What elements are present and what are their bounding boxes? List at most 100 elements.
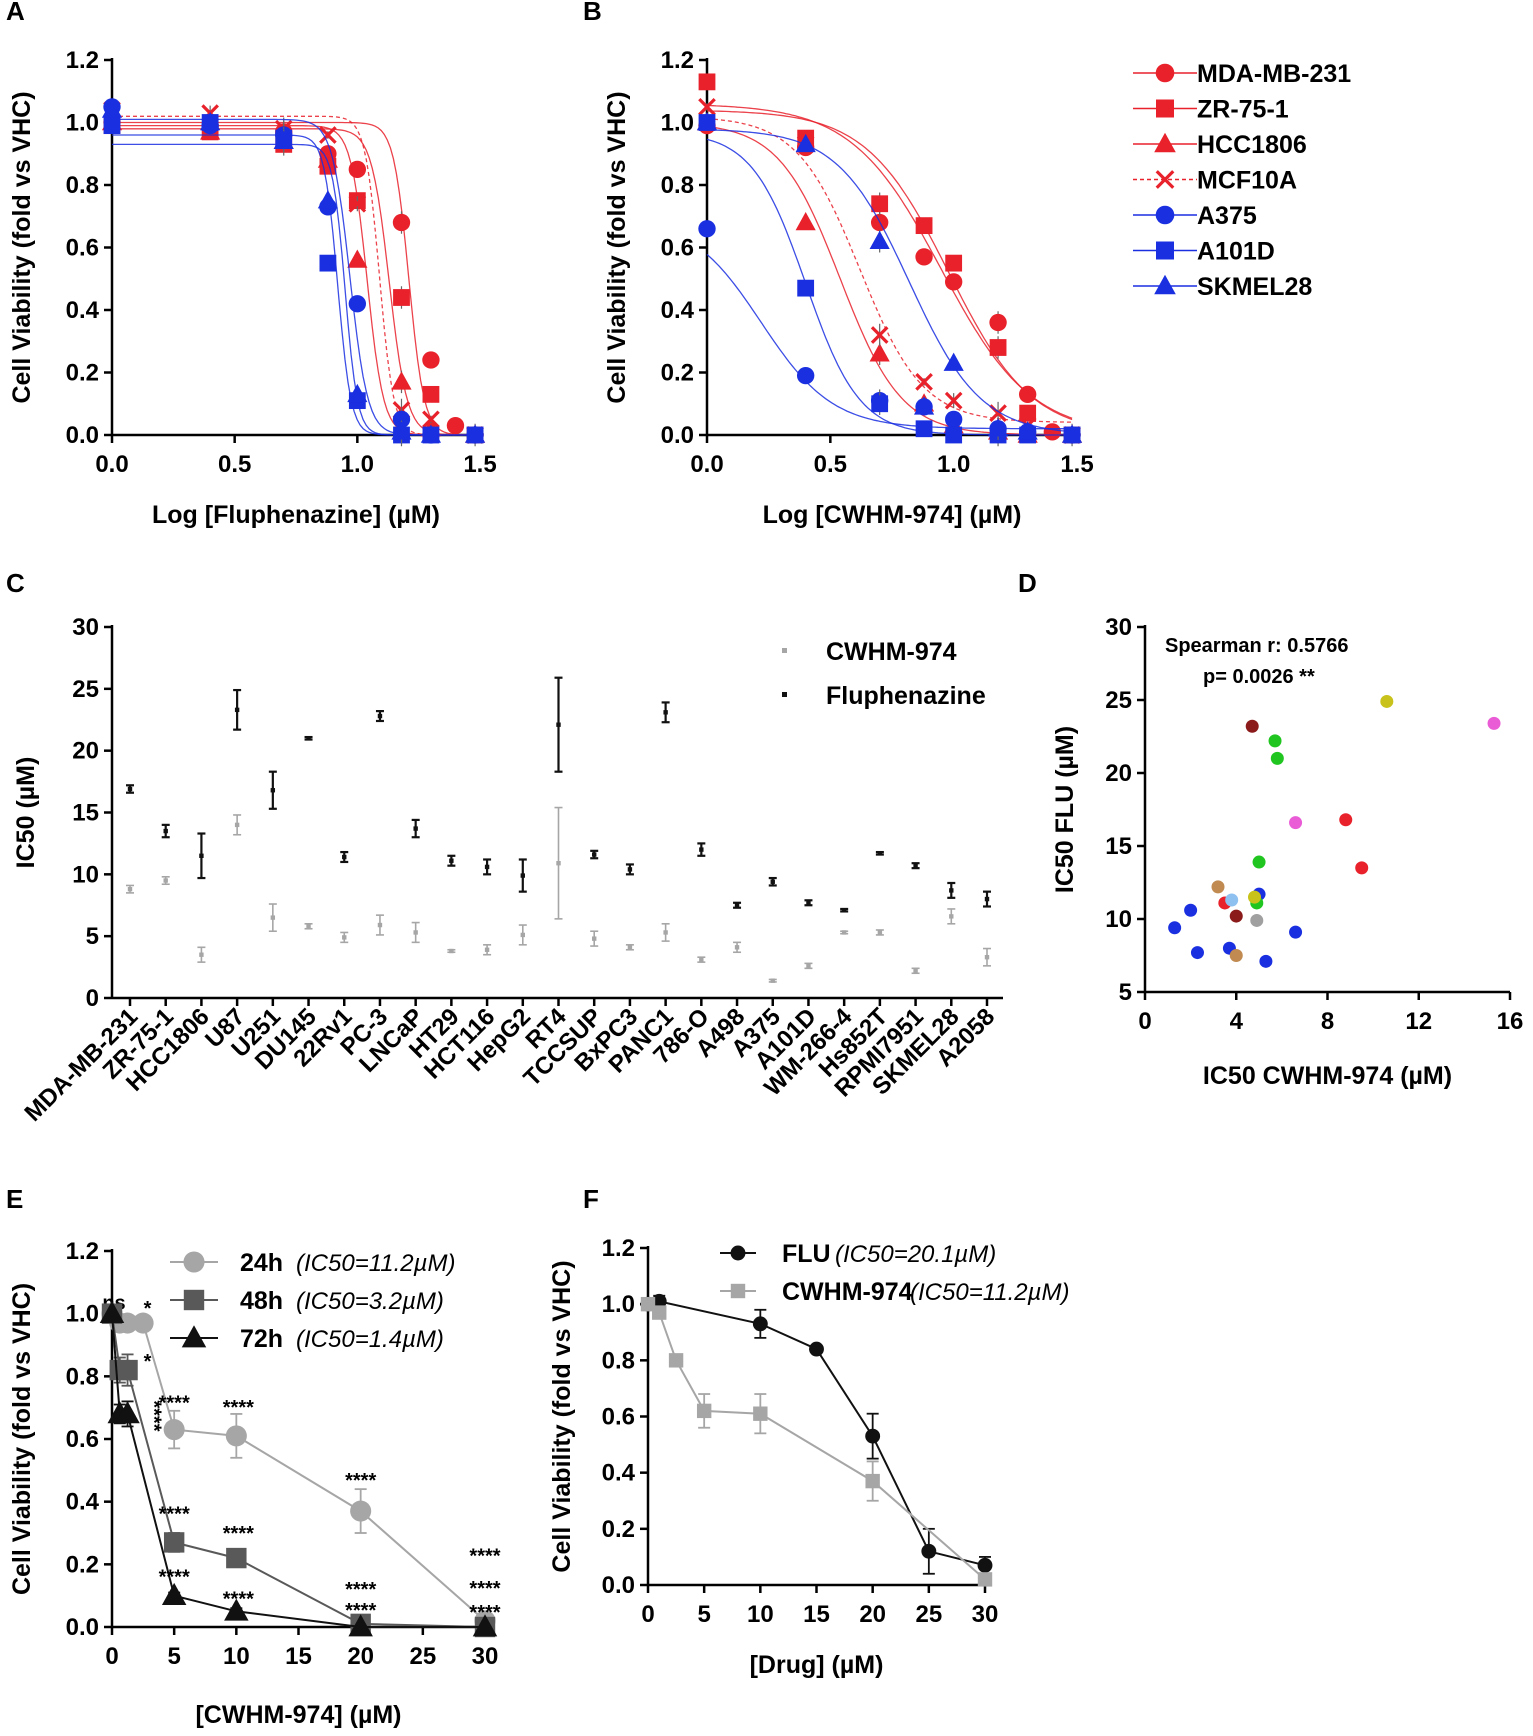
y-tick-label: 1.0 (602, 1291, 635, 1318)
data-point (422, 385, 440, 403)
data-point (944, 391, 963, 410)
legend-label: ZR-75-1 (1197, 96, 1289, 124)
data-point (1268, 734, 1282, 748)
annotation-spearman: Spearman r: 0.5766 (1165, 635, 1348, 657)
y-tick-label: 0.4 (66, 297, 100, 324)
data-point (224, 1598, 249, 1621)
legend-label: FLU (782, 1240, 831, 1268)
data-point (663, 710, 668, 715)
legend-marker (730, 1245, 746, 1261)
panel-letter: D (1018, 568, 1037, 598)
y-tick-label: 0.4 (602, 1460, 636, 1487)
data-point (393, 289, 410, 306)
legend: FLU (IC50=20.1µM) CWHM-974(IC50=11.2µM) (720, 1240, 1069, 1306)
data-point (199, 952, 204, 957)
x-tick-label: 0.5 (814, 451, 847, 478)
data-point (413, 826, 418, 831)
data-point (698, 98, 716, 116)
data-point (306, 736, 311, 741)
x-tick-label: 30 (472, 1643, 499, 1670)
data-point (915, 420, 933, 438)
data-point (115, 1401, 140, 1424)
data-point (377, 922, 383, 928)
data-point (1229, 949, 1243, 962)
legend-label: CWHM-974 (782, 1278, 913, 1306)
data-point (871, 195, 889, 213)
data-point (163, 1532, 185, 1553)
y-tick-label: 0.8 (66, 1363, 99, 1390)
y-tick-label: 0.2 (66, 360, 99, 387)
data-point (841, 907, 847, 913)
data-point (317, 190, 338, 209)
y-tick-label: 10 (1105, 906, 1132, 933)
data-point (698, 220, 716, 238)
data-point (449, 858, 454, 863)
significance-label: **** (345, 1579, 376, 1601)
x-tick-label: 20 (347, 1643, 374, 1670)
data-point (347, 383, 368, 403)
panel-letter: A (6, 0, 25, 26)
data-point (699, 957, 704, 962)
data-point (391, 421, 412, 440)
y-tick-label: 0.6 (66, 1426, 99, 1453)
y-axis-title: Cell Viability (fold vs VHC) (603, 91, 631, 403)
panel-letter: F (583, 1184, 599, 1214)
data-point (1017, 421, 1038, 440)
data-point (347, 249, 368, 268)
data-point (556, 722, 561, 727)
data-point (877, 930, 883, 935)
data-point (200, 112, 221, 131)
data-point (989, 313, 1007, 332)
legend-label: MDA-MB-231 (1197, 60, 1351, 88)
data-point (913, 396, 935, 415)
data-point (734, 903, 740, 908)
y-tick-label: 0.0 (661, 422, 694, 449)
significance-label: **** (469, 1602, 500, 1624)
data-point (989, 339, 1007, 356)
data-point (698, 73, 716, 91)
data-point (1245, 719, 1259, 733)
data-point (127, 786, 133, 792)
legend: CWHM-974 Fluphenazine (782, 638, 986, 710)
panel-B: B 0.0 0.2 0.4 0.6 0.8 1.0 1.2 0.0 0.5 1.0 1.5 Log [C… (583, 0, 1351, 529)
data-point (987, 418, 1009, 437)
y-tick-label: 0.4 (66, 1489, 100, 1516)
y-tick-label: 0 (86, 985, 99, 1012)
data-point (753, 1406, 768, 1421)
series-Fluphenazine (126, 676, 991, 913)
legend-marker (782, 692, 787, 697)
x-tick-label: 30 (972, 1601, 999, 1628)
panel-letter: C (6, 568, 25, 598)
data-point (627, 945, 633, 950)
x-tick-label: 1.5 (1060, 451, 1093, 478)
data-point (869, 230, 890, 249)
data-point (877, 851, 883, 856)
data-point (449, 948, 454, 954)
data-point (915, 217, 933, 235)
data-point (1190, 946, 1204, 960)
fit-curve (112, 134, 476, 436)
series-SKMEL28 (696, 112, 1083, 443)
legend-ic50: (IC50=20.1µM) (835, 1241, 996, 1268)
series-SKMEL28 (101, 99, 486, 444)
data-point (1019, 404, 1037, 422)
legend-marker (1156, 99, 1174, 118)
y-tick-label: 0.6 (602, 1404, 635, 1431)
fit-curve (112, 121, 476, 436)
data-point (1339, 813, 1353, 827)
significance-label: **** (159, 1567, 190, 1589)
data-point (984, 954, 990, 960)
legend-marker (1154, 274, 1176, 295)
y-tick-label: 25 (72, 676, 99, 703)
y-tick-label: 30 (1105, 614, 1132, 641)
series-CWHM-974 (640, 1296, 993, 1587)
data-point (913, 863, 918, 868)
marker-stroke (870, 326, 889, 344)
fit-curve (706, 104, 1073, 419)
x-tick-label: 1.5 (463, 451, 496, 478)
significance-label: **** (143, 1400, 165, 1431)
legend-ic50: (IC50=11.2µM) (910, 1279, 1069, 1306)
data-point (943, 352, 964, 371)
